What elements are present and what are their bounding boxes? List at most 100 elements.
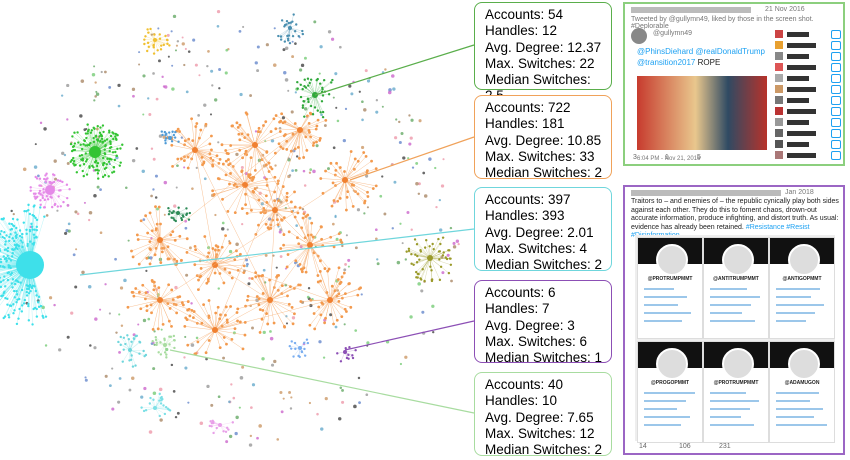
graph-node <box>300 270 304 274</box>
graph-node <box>440 184 445 188</box>
graph-node <box>262 124 265 127</box>
graph-node <box>190 308 194 312</box>
graph-node <box>339 360 343 363</box>
graph-node <box>53 159 57 163</box>
graph-node <box>164 34 167 38</box>
graph-edge <box>305 244 311 273</box>
graph-node <box>354 348 357 352</box>
graph-edge <box>194 149 228 154</box>
graph-node <box>99 133 103 136</box>
graph-node <box>225 426 229 429</box>
graph-node <box>71 135 74 138</box>
graph-node <box>280 410 284 414</box>
graph-edge <box>159 239 176 265</box>
graph-node <box>176 157 180 161</box>
graph-node <box>184 366 188 370</box>
graph-node <box>218 157 222 161</box>
graph-node <box>12 311 15 315</box>
graph-edge <box>159 239 169 260</box>
graph-node <box>108 131 111 134</box>
graph-edge <box>329 299 338 321</box>
graph-node <box>204 122 208 126</box>
graph-node <box>277 199 280 203</box>
graph-node <box>293 205 297 209</box>
graph-node <box>132 337 136 341</box>
liker-name <box>787 76 809 81</box>
graph-node <box>247 175 251 178</box>
graph-node <box>287 230 291 234</box>
graph-edge <box>137 234 161 241</box>
profile-handle: @ANTITRUMPMMT <box>713 276 759 282</box>
graph-node <box>183 139 187 143</box>
graph-edge <box>154 393 160 409</box>
graph-node <box>336 278 340 281</box>
graph-edge <box>204 236 216 266</box>
graph-node <box>316 280 320 284</box>
graph-node <box>86 132 89 135</box>
graph-hub <box>342 177 348 183</box>
graph-node <box>104 145 107 148</box>
graph-node <box>217 287 220 290</box>
graph-node <box>303 341 306 345</box>
graph-node <box>308 130 311 134</box>
graph-node <box>188 246 192 250</box>
graph-node <box>457 242 460 246</box>
graph-edge <box>171 145 196 151</box>
profile-line <box>710 400 759 402</box>
graph-edge <box>214 307 219 331</box>
liker-name <box>787 43 816 48</box>
graph-node <box>198 275 202 279</box>
graph-node <box>246 262 249 266</box>
graph-node <box>153 343 156 346</box>
graph-edge <box>299 129 317 143</box>
reply-count: 14 <box>639 443 647 450</box>
profile-line <box>644 408 677 410</box>
graph-node <box>7 316 11 319</box>
graph-node <box>162 85 166 88</box>
graph-node <box>59 205 62 208</box>
graph-node <box>250 277 254 280</box>
graph-node <box>117 104 121 108</box>
graph-node <box>158 399 161 402</box>
graph-node <box>119 161 122 164</box>
graph-node <box>336 199 340 203</box>
graph-node <box>275 218 279 222</box>
graph-node <box>293 341 297 345</box>
graph-node <box>269 130 273 133</box>
profile-line <box>710 424 754 426</box>
graph-node <box>246 133 250 137</box>
graph-node <box>388 88 392 92</box>
graph-node <box>180 258 183 262</box>
graph-node <box>99 308 102 311</box>
graph-node <box>319 313 323 317</box>
graph-node <box>181 42 185 46</box>
graph-node <box>230 124 234 128</box>
graph-edge <box>159 299 191 317</box>
graph-node <box>338 166 342 169</box>
graph-edge <box>214 246 219 266</box>
graph-node <box>301 32 305 36</box>
graph-edge <box>255 276 271 301</box>
graph-node <box>218 272 222 275</box>
liker-name <box>787 153 816 158</box>
graph-node <box>178 130 181 133</box>
graph-node <box>186 300 190 303</box>
graph-node <box>335 161 338 165</box>
graph-node <box>415 161 419 165</box>
graph-edge <box>344 179 365 204</box>
graph-node <box>112 170 116 173</box>
graph-edge <box>159 238 188 241</box>
graph-node <box>233 258 237 262</box>
graph-edge <box>259 299 271 333</box>
graph-node <box>171 64 174 67</box>
graph-node <box>165 132 168 135</box>
graph-node <box>342 271 346 275</box>
graph-node <box>86 129 90 133</box>
stat-line: Avg. Degree: 2.01 <box>485 224 594 240</box>
graph-node <box>304 270 308 274</box>
graph-node <box>351 354 354 357</box>
graph-edge <box>344 170 368 181</box>
graph-hub <box>45 185 55 195</box>
graph-node <box>11 286 14 289</box>
graph-node <box>170 143 174 147</box>
